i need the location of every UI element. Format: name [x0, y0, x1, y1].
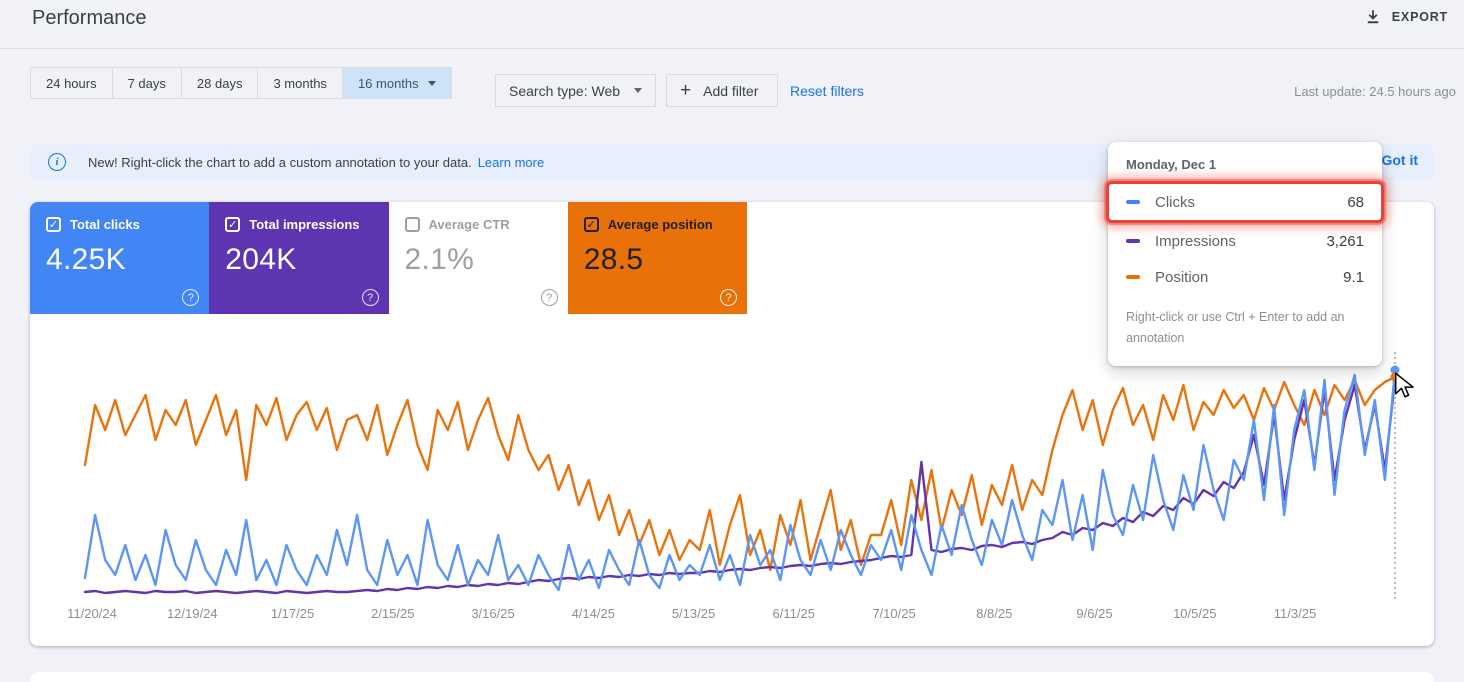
tab-label: 7 days [127, 75, 166, 91]
tooltip-row-clicks: Clicks 68 [1106, 181, 1384, 223]
x-axis-label: 4/14/25 [571, 606, 615, 621]
tab-label: 28 days [196, 75, 243, 91]
chevron-down-icon [427, 80, 436, 86]
metric-value: 204K [225, 243, 297, 276]
metric-card-total-impressions[interactable]: ✓ Total impressions 204K ? [209, 202, 389, 314]
export-button[interactable]: EXPORT [1364, 8, 1448, 26]
tooltip-row-label: Clicks [1155, 193, 1195, 211]
x-axis-label: 8/8/25 [976, 606, 1013, 621]
help-icon[interactable]: ? [182, 289, 200, 306]
metric-card-total-clicks[interactable]: ✓ Total clicks 4.25K ? [30, 202, 210, 314]
metric-label: Average position [607, 217, 713, 232]
learn-more-link[interactable]: Learn more [477, 154, 545, 170]
metric-label: Total impressions [249, 217, 360, 232]
x-axis-label: 10/5/25 [1173, 606, 1217, 621]
metric-card-average-position[interactable]: ✓ Average position 28.5 ? [567, 202, 747, 314]
reset-filters-link[interactable]: Reset filters [790, 83, 864, 99]
metric-value: 2.1% [404, 243, 475, 276]
metric-value: 4.25K [46, 243, 126, 276]
metric-value: 28.5 [583, 243, 644, 276]
checkbox[interactable] [404, 217, 420, 232]
chevron-down-icon [634, 88, 642, 93]
checkbox[interactable]: ✓ [46, 217, 61, 232]
tooltip-row-value: 68 [1347, 193, 1364, 211]
tooltip-row-impressions: Impressions 3,261 [1108, 223, 1382, 259]
x-axis-label: 12/19/24 [166, 606, 218, 621]
x-axis-label: 1/17/25 [270, 606, 315, 621]
clicks-series-swatch [1126, 199, 1140, 205]
series-position [83, 375, 1397, 572]
date-range-tabs: 24 hours 7 days 28 days 3 months 16 mont… [30, 67, 452, 99]
banner-message: New! Right-click the chart to add a cust… [88, 154, 472, 170]
page-title: Performance [32, 7, 147, 29]
mouse-cursor-icon [1394, 372, 1414, 398]
tooltip-row-value: 9.1 [1343, 268, 1364, 286]
got-it-button[interactable]: Got it [1381, 152, 1418, 168]
chart-plot-area[interactable]: 11/20/24 12/19/24 1/17/25 2/15/25 3/16/25 4/1… [30, 314, 1434, 646]
search-type-dropdown[interactable]: Search type: Web [495, 74, 656, 107]
tab-label: 24 hours [46, 75, 97, 91]
metric-label: Average CTR [428, 217, 510, 232]
tooltip-row-position: Position 9.1 [1108, 259, 1382, 295]
last-update-text: Last update: 24.5 hours ago [1294, 84, 1456, 99]
chart-tooltip: Monday, Dec 1 Clicks 68 Impressions 3,26… [1106, 142, 1384, 366]
x-axis-label: 6/11/25 [772, 606, 815, 621]
hover-marker-clicks [1390, 365, 1400, 375]
help-icon[interactable]: ? [720, 289, 737, 306]
export-label: EXPORT [1391, 10, 1448, 24]
x-axis-label: 7/10/25 [872, 606, 916, 621]
tab-label: 16 months [357, 75, 419, 91]
help-icon[interactable]: ? [361, 289, 379, 306]
tab-28-days[interactable]: 28 days [180, 67, 259, 99]
x-axis-label: 9/6/25 [1076, 606, 1113, 621]
tooltip-date: Monday, Dec 1 [1126, 157, 1217, 172]
tab-3-months[interactable]: 3 months [257, 67, 343, 99]
download-icon [1367, 10, 1379, 24]
position-series-swatch [1126, 274, 1140, 280]
x-axis-label: 11/20/24 [67, 606, 117, 621]
x-axis-label: 5/13/25 [671, 606, 716, 621]
checkbox[interactable]: ✓ [583, 217, 599, 232]
checkbox[interactable]: ✓ [225, 217, 241, 232]
search-type-label: Search type: Web [509, 82, 621, 99]
line-chart[interactable] [83, 352, 1400, 600]
add-filter-label: Add filter [703, 82, 759, 99]
metric-card-average-ctr[interactable]: Average CTR 2.1% ? [388, 202, 568, 314]
next-section-card [30, 672, 1434, 682]
tab-16-months[interactable]: 16 months [341, 67, 452, 99]
series-clicks [83, 368, 1397, 592]
tooltip-row-label: Impressions [1155, 232, 1236, 250]
tab-24-hours[interactable]: 24 hours [30, 67, 113, 99]
metric-cards: ✓ Total clicks 4.25K ? ✓ Total impressions… [30, 202, 747, 314]
x-axis-label: 3/16/25 [471, 606, 515, 621]
tooltip-footnote: Right-click or use Ctrl + Enter to add a… [1126, 310, 1345, 345]
plus-icon: + [680, 80, 692, 101]
add-filter-button[interactable]: + Add filter [666, 74, 778, 107]
header-divider [0, 48, 1464, 49]
tab-7-days[interactable]: 7 days [111, 67, 182, 99]
info-icon: i [48, 153, 66, 171]
help-icon[interactable]: ? [540, 289, 558, 306]
tooltip-row-value: 3,261 [1326, 232, 1364, 250]
tooltip-row-label: Position [1155, 268, 1209, 286]
metric-label: Total clicks [70, 217, 140, 232]
x-axis-label: 11/3/25 [1273, 606, 1317, 621]
impressions-series-swatch [1126, 238, 1140, 244]
tab-label: 3 months [273, 75, 327, 91]
x-axis-label: 2/15/25 [371, 606, 415, 621]
